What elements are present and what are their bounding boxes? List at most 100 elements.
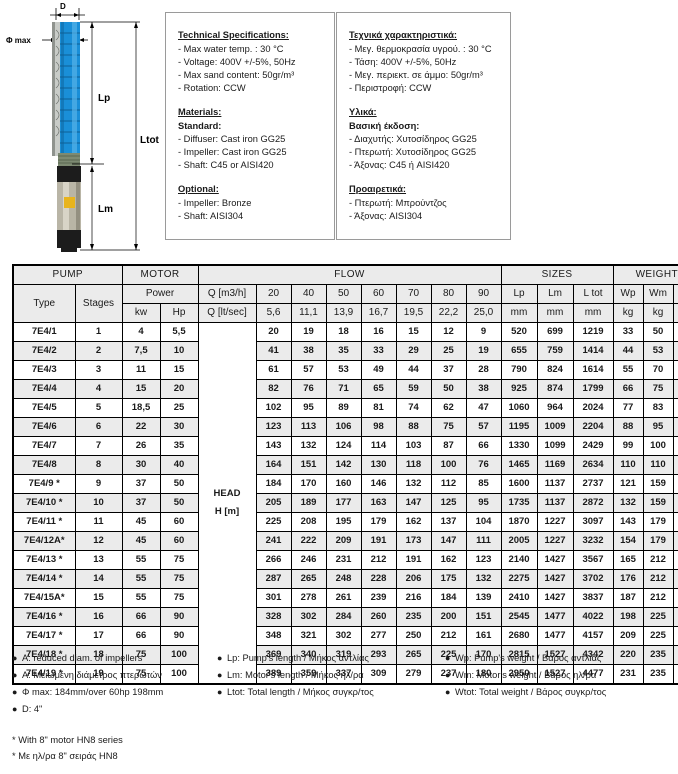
cell-stages: 14 — [74, 569, 123, 589]
cell-hp: 60 — [159, 512, 199, 532]
spec-en-materials-sub: Standard: — [178, 121, 222, 131]
cell-head-50: 302 — [325, 626, 362, 646]
spec-gr-material-line: - Άξονας: C45 ή AISI420 — [349, 160, 450, 170]
cell-type: 7E4/1 — [12, 322, 76, 342]
cell-wtot: 423 — [672, 607, 678, 627]
cell-head-60: 277 — [360, 626, 397, 646]
spec-gr-line: - Περιστροφή: CCW — [349, 83, 432, 93]
cell-ltot: 3232 — [572, 531, 614, 551]
spec-gr-materials-title: Υλικά: — [349, 107, 377, 117]
cell-wtot: 160 — [672, 398, 678, 418]
column-unit-wm-kg: kg — [642, 303, 674, 323]
cell-head-70: 59 — [395, 379, 432, 399]
legend-item-label: A: reduced diam. of impellers — [22, 653, 143, 663]
cell-head-80: 87 — [430, 436, 467, 456]
cell-lm: 1137 — [536, 474, 574, 494]
column-header-kw: kw — [121, 303, 161, 323]
cell-hp: 100 — [159, 664, 199, 685]
cell-wtot: 183 — [672, 417, 678, 437]
table-group-header-row: PUMP MOTOR FLOW SIZES WEIGHTS — [12, 264, 678, 285]
cell-hp: 90 — [159, 626, 199, 646]
cell-type: 7E4/4 — [12, 379, 76, 399]
cell-lp: 1870 — [500, 512, 538, 532]
legend-column-lengths: ● Lp: Pump's length / Μήκος αντλίας ● Lm: M… — [217, 650, 445, 718]
column-header-power: Power — [121, 284, 199, 304]
cell-ltot: 4022 — [572, 607, 614, 627]
cell-head-80: 100 — [430, 455, 467, 475]
spec-gr-line: - Τάση: 400V +/-5%, 50Hz — [349, 57, 457, 67]
cell-lp: 2545 — [500, 607, 538, 627]
cell-stages: 16 — [74, 607, 123, 627]
cell-head-50: 319 — [325, 645, 362, 665]
spec-en-material-line: - Diffuser: Cast iron GG25 — [178, 134, 286, 144]
cell-wp: 220 — [612, 645, 644, 665]
cell-lm: 874 — [536, 379, 574, 399]
head-unit-text: H [m] — [214, 506, 240, 517]
cell-ltot: 4157 — [572, 626, 614, 646]
group-header-sizes: SIZES — [500, 264, 614, 285]
cell-stages: 9 — [74, 474, 123, 494]
cell-type: 7E4/12A* — [12, 531, 76, 551]
cell-head-80: 225 — [430, 645, 467, 665]
column-header-flow-90: 90 — [465, 284, 502, 304]
column-header-q-m3h: Q [m3/h] — [197, 284, 257, 304]
table-row: 7E4/14 * 14 55 75 287 265 248 228 206 175 132 2275 1… — [12, 569, 678, 589]
cell-lp: 2950 — [500, 664, 538, 685]
technical-specifications-panel-gr: Τεχνικά χαρακτηριστικά: - Μεγ. θερμοκρασ… — [336, 12, 511, 240]
cell-head-90: 57 — [465, 417, 502, 437]
column-header-flow-80: 80 — [430, 284, 467, 304]
cell-stages: 15 — [74, 588, 123, 608]
cell-wp: 121 — [612, 474, 644, 494]
cell-ltot: 1414 — [572, 341, 614, 361]
spec-gr-title: Τεχνικά χαρακτηριστικά: — [349, 30, 458, 40]
cell-head-80: 12 — [430, 322, 467, 342]
cell-hp: 40 — [159, 455, 199, 475]
cell-head-40: 189 — [290, 493, 327, 513]
cell-wp: 99 — [612, 436, 644, 456]
cell-stages: 4 — [74, 379, 123, 399]
cell-head-70: 29 — [395, 341, 432, 361]
spacer — [349, 172, 500, 183]
cell-head-20: 328 — [255, 607, 292, 627]
cell-head-60: 114 — [360, 436, 397, 456]
dimension-label-lm: Lm — [98, 204, 113, 215]
spec-en-material-line: - Impeller: Cast iron GG25 — [178, 147, 287, 157]
cell-head-70: 206 — [395, 569, 432, 589]
bullet-icon: ● — [445, 670, 451, 680]
spec-gr-line: - Μεγ. θερμοκρασία υγρού. : 30 °C — [349, 44, 492, 54]
cell-wm: 159 — [642, 493, 674, 513]
cell-head-20: 389 — [255, 664, 292, 685]
cell-wm: 50 — [642, 322, 674, 342]
cell-wp: 176 — [612, 569, 644, 589]
cell-lp: 520 — [500, 322, 538, 342]
cell-head-40: 38 — [290, 341, 327, 361]
cell-head-70: 235 — [395, 607, 432, 627]
cell-lp: 925 — [500, 379, 538, 399]
cell-stages: 17 — [74, 626, 123, 646]
cell-head-40: 132 — [290, 436, 327, 456]
cell-kw: 37 — [121, 493, 161, 513]
cell-head-90: 151 — [465, 607, 502, 627]
cell-head-20: 348 — [255, 626, 292, 646]
bullet-icon: ● — [217, 687, 223, 697]
spacer — [178, 172, 324, 183]
cell-kw: 11 — [121, 360, 161, 380]
legend-item-label: Wp: Pump's weight / Βάρος αντλίας — [455, 653, 602, 663]
spec-gr-optional-line: - Πτερωτή: Μπρούντζος — [349, 198, 447, 208]
table-header: PUMP MOTOR FLOW SIZES WEIGHTS Type Stage… — [12, 264, 678, 323]
cell-head-90: 38 — [465, 379, 502, 399]
cell-stages: 6 — [74, 417, 123, 437]
spec-en-optional-title: Optional: — [178, 184, 219, 194]
cell-type: 7E4/9 * — [12, 474, 76, 494]
cell-head-60: 65 — [360, 379, 397, 399]
cell-wtot: 97 — [672, 341, 678, 361]
cell-type: 7E4/13 * — [12, 550, 76, 570]
cell-wm: 225 — [642, 607, 674, 627]
cell-hp: 50 — [159, 474, 199, 494]
legend-item-label: Wtot: Total weight / Βάρος συγκρ/τος — [455, 687, 607, 697]
legend-item-length: ● Lm: Motor's length / Μήκος ηλ/ρα — [217, 667, 445, 684]
cell-lp: 655 — [500, 341, 538, 361]
cell-head-20: 123 — [255, 417, 292, 437]
cell-head-50: 89 — [325, 398, 362, 418]
